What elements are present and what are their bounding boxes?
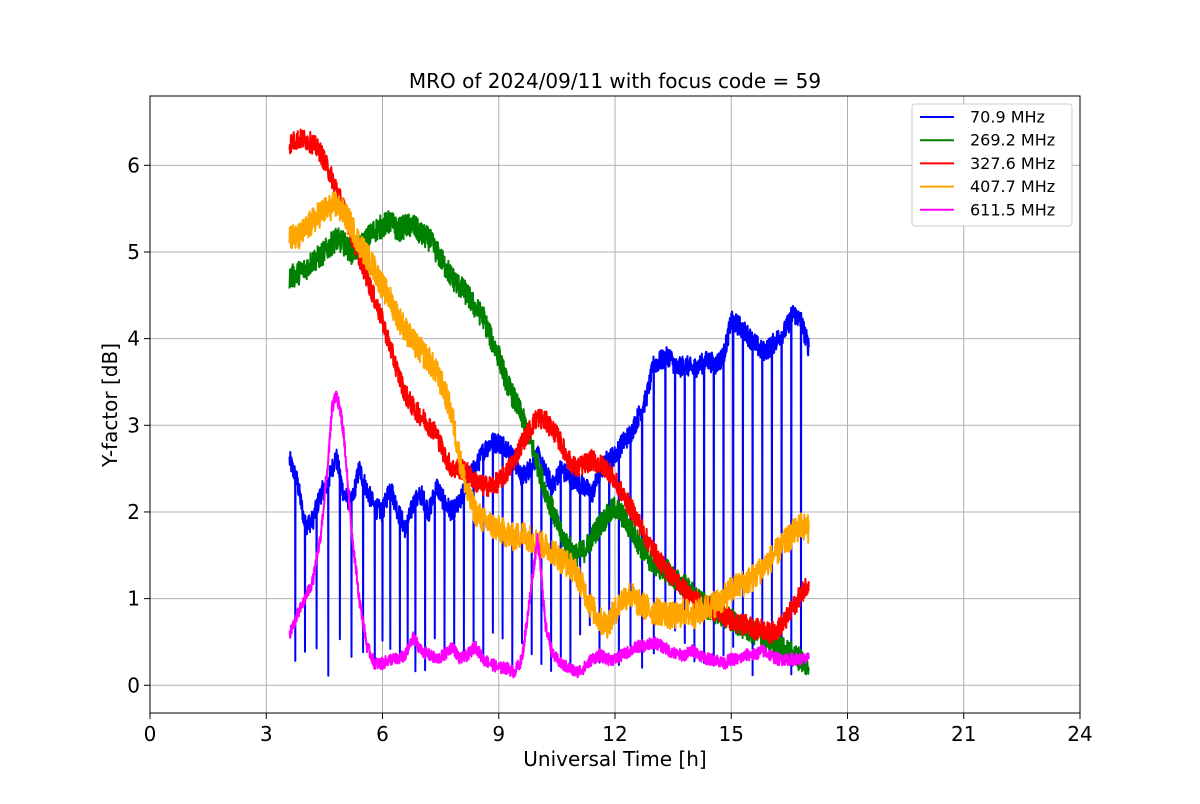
y-tick-label: 5 <box>127 240 140 264</box>
legend-box <box>911 103 1073 227</box>
x-tick-label: 21 <box>951 722 976 746</box>
y-tick-label: 0 <box>127 673 140 697</box>
y-tick-label: 4 <box>127 327 140 351</box>
x-tick-label: 0 <box>144 722 157 746</box>
x-tick-label: 15 <box>719 722 744 746</box>
x-tick-label: 18 <box>835 722 860 746</box>
y-tick-label: 2 <box>127 500 140 524</box>
y-tick-label: 1 <box>127 587 140 611</box>
legend-label: 611.5 MHz <box>970 200 1055 219</box>
x-axis: 0 3 6 9 12 15 18 21 24 <box>144 713 1093 746</box>
series-line-2 <box>288 128 810 644</box>
series-line-4 <box>288 390 810 679</box>
y-axis: 0 1 2 3 4 5 6 <box>127 153 150 697</box>
x-tick-label: 3 <box>260 722 273 746</box>
x-tick-label: 24 <box>1067 722 1092 746</box>
chart-title: MRO of 2024/09/11 with focus code = 59 <box>409 69 821 93</box>
series-line-3 <box>288 191 810 639</box>
x-tick-label: 12 <box>602 722 627 746</box>
legend-label: 269.2 MHz <box>970 131 1055 150</box>
series-line-0 <box>288 304 810 677</box>
x-axis-label: Universal Time [h] <box>523 747 706 771</box>
x-tick-label: 9 <box>492 722 505 746</box>
legend-label: 407.7 MHz <box>970 177 1055 196</box>
y-tick-label: 3 <box>127 413 140 437</box>
y-tick-label: 6 <box>127 153 140 177</box>
y-axis-label: Y-factor [dB] <box>98 343 122 468</box>
legend-label: 70.9 MHz <box>970 108 1045 127</box>
legend: 70.9 MHz 269.2 MHz 327.6 MHz 407.7 MHz 611.5… <box>911 103 1073 227</box>
x-tick-label: 6 <box>376 722 389 746</box>
legend-label: 327.6 MHz <box>970 154 1055 173</box>
series-layer <box>288 128 810 679</box>
